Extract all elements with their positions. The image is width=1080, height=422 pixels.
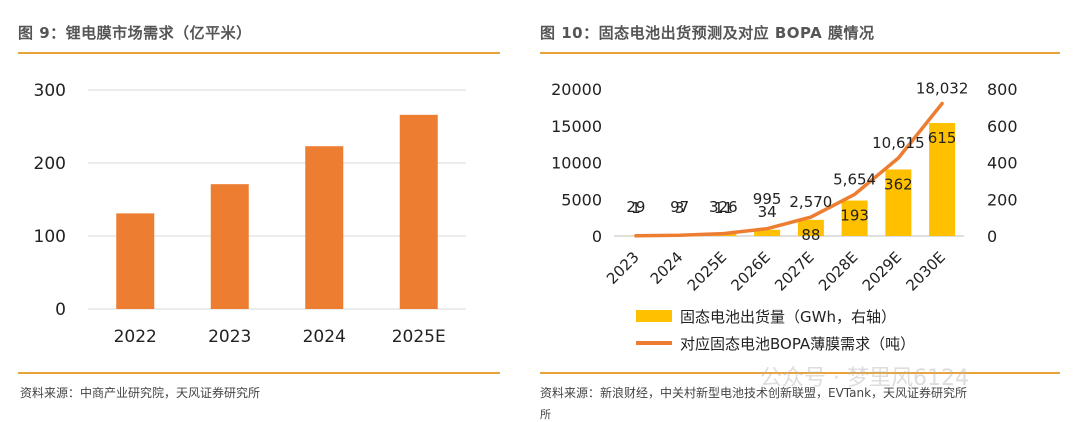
bar-2025E [400, 115, 438, 309]
left-y-tick-label: 20000 [551, 80, 602, 99]
legend-bar-swatch [636, 310, 672, 322]
x-tick-label: 2026E [728, 248, 774, 294]
left-y-tick-label: 0 [592, 227, 602, 246]
right-source-rule [540, 372, 1060, 374]
y-tick-label: 200 [34, 154, 66, 174]
right-y-tick-label: 600 [987, 117, 1018, 136]
y-tick-label: 0 [55, 300, 66, 320]
x-tick-label: 2030E [903, 248, 949, 294]
left-y-tick-label: 5000 [561, 190, 602, 209]
x-tick-label: 2027E [771, 248, 817, 294]
left-figure-panel: 图 9：锂电膜市场需求（亿平米） 0 100 200 300 2022 2023 2024… [0, 0, 520, 421]
right-y-tick-label: 0 [987, 227, 997, 246]
bar-2024 [305, 146, 343, 309]
x-tick-label: 2028E [815, 248, 861, 294]
line-data-label: 18,032 [916, 79, 969, 97]
bar-data-label: 193 [840, 207, 869, 225]
left-source-note: 资料来源：中商产业研究院，天风证券研究所 [20, 384, 260, 401]
x-tick-label: 2025E [392, 327, 446, 347]
bar-data-label: 615 [928, 129, 957, 147]
bar-data-label: 362 [884, 175, 913, 193]
legend-bar-label: 固态电池出货量（GWh，右轴） [680, 308, 896, 326]
legend-line-label: 对应固态电池BOPA薄膜需求（吨） [680, 335, 915, 353]
right-y-tick-label: 800 [987, 80, 1018, 99]
right-y-tick-label: 200 [987, 190, 1018, 209]
y-tick-label: 300 [34, 81, 66, 101]
x-tick-label: 2022 [114, 327, 157, 347]
left-y-tick-label: 15000 [551, 117, 602, 136]
right-source-note-cont: 所 [540, 406, 551, 422]
line-data-label: 995 [753, 190, 782, 208]
bar-data-label: 88 [801, 226, 820, 244]
bar-2022 [116, 213, 154, 309]
left-bar-chart: 0 100 200 300 2022 2023 2024 2025E [0, 60, 520, 370]
left-y-tick-label: 10000 [551, 154, 602, 173]
x-tick-label: 2023 [208, 327, 251, 347]
left-figure-title: 图 9：锂电膜市场需求（亿平米） [18, 22, 252, 43]
line-data-label: 29 [626, 198, 645, 216]
line-data-label: 326 [709, 198, 738, 216]
x-tick-label: 2024 [303, 327, 346, 347]
right-figure-panel: 图 10：固态电池出货预测及对应 BOPA 膜情况 0 5000 10000 1500… [532, 0, 1080, 421]
left-source-rule [18, 372, 500, 374]
x-tick-label: 2024 [647, 248, 687, 288]
line-data-label: 97 [670, 198, 689, 216]
right-figure-title: 图 10：固态电池出货预测及对应 BOPA 膜情况 [540, 22, 874, 43]
left-title-rule [18, 52, 500, 54]
right-source-note: 资料来源：新浪财经，中关村新型电池技术创新联盟，EVTank，天风证券研究所 [540, 384, 967, 401]
line-data-label: 10,615 [872, 134, 925, 152]
line-data-label: 2,570 [789, 193, 832, 211]
x-tick-label: 2029E [859, 248, 905, 294]
x-tick-label: 2023 [603, 248, 643, 288]
y-tick-label: 100 [34, 227, 66, 247]
right-y-tick-label: 400 [987, 154, 1018, 173]
x-tick-label: 2025E [684, 248, 730, 294]
right-title-rule [540, 52, 1060, 54]
bar-2023 [211, 184, 249, 309]
line-data-label: 5,654 [833, 170, 876, 188]
